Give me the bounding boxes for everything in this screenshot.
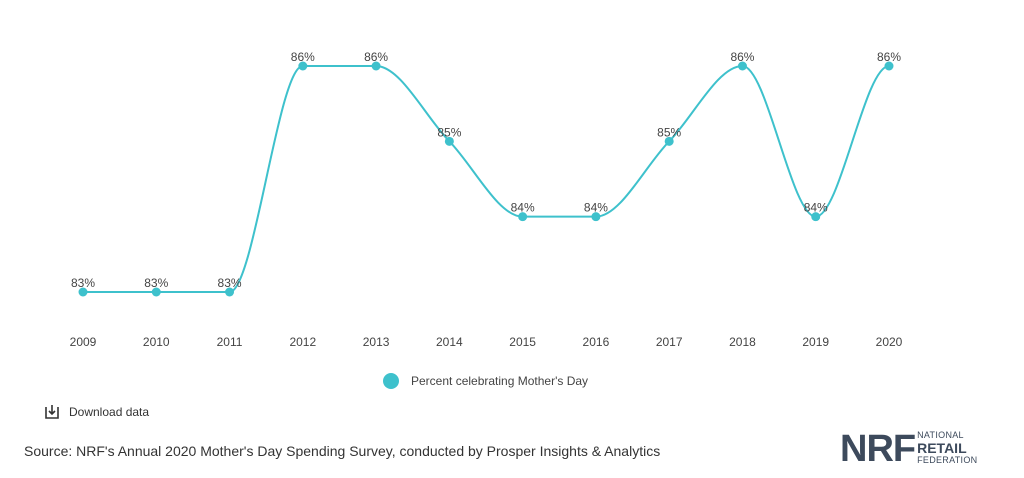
data-label: 83% bbox=[144, 276, 168, 290]
data-label: 84% bbox=[511, 201, 535, 215]
data-label: 86% bbox=[291, 50, 315, 64]
legend-marker bbox=[383, 373, 399, 389]
source-note: Source: NRF's Annual 2020 Mother's Day S… bbox=[24, 443, 661, 459]
logo-line-3: FEDERATION bbox=[917, 455, 978, 465]
legend[interactable]: Percent celebrating Mother's Day bbox=[383, 373, 588, 389]
logo-line-1: NATIONAL bbox=[917, 430, 964, 440]
x-tick-label: 2018 bbox=[729, 335, 756, 349]
data-point[interactable] bbox=[737, 61, 747, 71]
data-label: 86% bbox=[364, 50, 388, 64]
line-chart: 83% 83% 83% 86% 86% 85% 84% 84% 85% 86% 84% 86% 200… bbox=[70, 50, 903, 349]
download-icon bbox=[45, 405, 59, 419]
data-point[interactable] bbox=[591, 212, 601, 222]
data-point[interactable] bbox=[225, 287, 235, 297]
logo-line-2: RETAIL bbox=[917, 440, 967, 456]
data-label: 84% bbox=[584, 201, 608, 215]
data-point[interactable] bbox=[78, 287, 88, 297]
logo-mark: NRF bbox=[840, 428, 916, 470]
logo-text: NATIONAL RETAIL FEDERATION bbox=[917, 430, 977, 466]
download-data-button[interactable]: Download data bbox=[44, 404, 149, 420]
data-point[interactable] bbox=[811, 212, 821, 222]
data-label: 85% bbox=[657, 125, 681, 139]
download-label: Download data bbox=[69, 405, 150, 419]
x-tick-label: 2020 bbox=[876, 335, 903, 349]
legend-label: Percent celebrating Mother's Day bbox=[411, 374, 589, 388]
x-tick-label: 2009 bbox=[70, 335, 97, 349]
x-tick-label: 2019 bbox=[802, 335, 829, 349]
x-tick-label: 2016 bbox=[583, 335, 610, 349]
data-point[interactable] bbox=[664, 136, 674, 146]
data-point[interactable] bbox=[151, 287, 161, 297]
x-tick-label: 2013 bbox=[363, 335, 390, 349]
x-tick-label: 2014 bbox=[436, 335, 463, 349]
x-tick-label: 2010 bbox=[143, 335, 170, 349]
data-label: 86% bbox=[877, 50, 901, 64]
nrf-logo[interactable]: NRF NATIONAL RETAIL FEDERATION bbox=[840, 430, 977, 468]
data-point[interactable] bbox=[518, 212, 528, 222]
data-point[interactable] bbox=[371, 61, 381, 71]
x-tick-label: 2017 bbox=[656, 335, 683, 349]
series-line bbox=[83, 64, 890, 294]
data-point[interactable] bbox=[884, 61, 894, 71]
x-tick-label: 2012 bbox=[289, 335, 316, 349]
data-label: 86% bbox=[730, 50, 754, 64]
chart-series: 83% 83% 83% 86% 86% 85% 84% 84% 85% 86% 84% 86% bbox=[71, 50, 901, 297]
data-point[interactable] bbox=[298, 61, 308, 71]
data-label: 84% bbox=[804, 201, 828, 215]
data-label: 85% bbox=[437, 125, 461, 139]
x-tick-label: 2015 bbox=[509, 335, 536, 349]
x-tick-label: 2011 bbox=[217, 335, 243, 349]
x-axis: 2009 2010 2011 2012 2013 2014 2015 2016 2017 2018… bbox=[70, 335, 903, 349]
data-point[interactable] bbox=[444, 136, 454, 146]
data-label: 83% bbox=[218, 276, 242, 290]
data-label: 83% bbox=[71, 276, 95, 290]
